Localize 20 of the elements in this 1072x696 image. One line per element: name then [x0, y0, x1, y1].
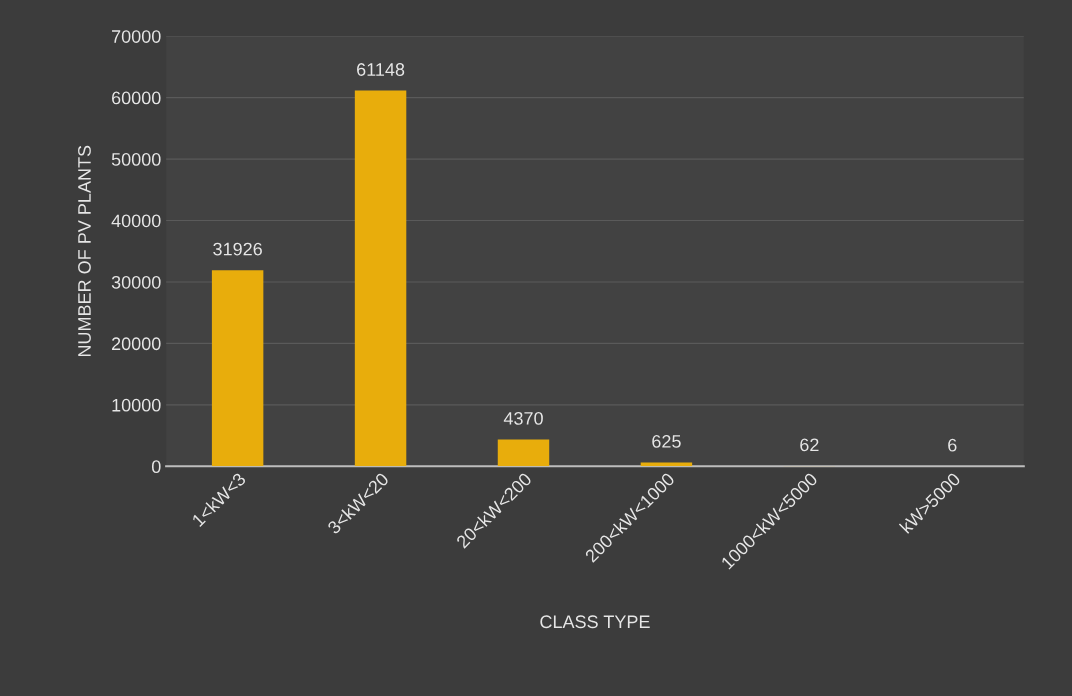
- data-label: 31926: [213, 242, 262, 256]
- x-axis-title: CLASS TYPE: [540, 615, 650, 629]
- bar: [211, 270, 264, 467]
- bar: [640, 462, 693, 467]
- y-axis-title: NUMBER OF PV PLANTS: [78, 145, 91, 357]
- data-label: 62: [800, 438, 819, 452]
- y-tick-label: 70000: [112, 30, 161, 43]
- y-tick-label: 30000: [111, 275, 161, 289]
- y-tick-label: 20000: [112, 337, 161, 351]
- data-label: 625: [652, 435, 681, 448]
- bar: [497, 439, 550, 467]
- y-tick-label: 40000: [111, 214, 161, 228]
- data-label: 61148: [357, 63, 405, 76]
- y-tick-label: 50000: [111, 153, 161, 166]
- y-tick-label: 10000: [112, 398, 161, 412]
- y-tick-label: 0: [151, 460, 161, 474]
- y-tick-label: 60000: [112, 91, 161, 105]
- bar: [354, 90, 407, 467]
- data-label: 4370: [503, 412, 543, 425]
- data-label: 6: [948, 438, 957, 452]
